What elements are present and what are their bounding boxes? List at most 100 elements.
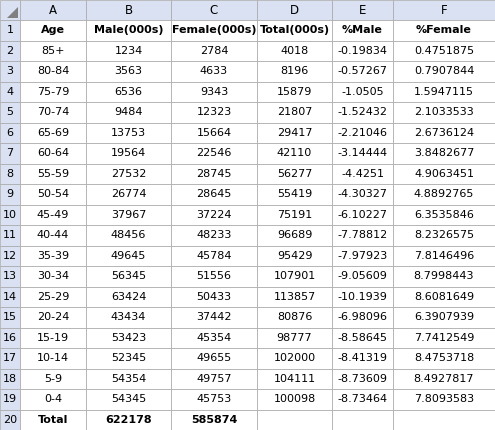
Text: -8.73464: -8.73464 (338, 394, 388, 404)
Text: 49645: 49645 (111, 251, 146, 261)
Bar (86, 20, 171, 40)
Bar (257, 328, 332, 348)
Text: -10.1939: -10.1939 (338, 292, 388, 302)
Text: 1.5947115: 1.5947115 (414, 87, 474, 97)
Bar (86, 143, 171, 163)
Text: 45354: 45354 (197, 333, 232, 343)
Text: Age: Age (41, 25, 65, 35)
Text: %Male: %Male (342, 25, 383, 35)
Bar (171, 409, 257, 430)
Text: 15879: 15879 (277, 87, 312, 97)
Bar (20, 409, 86, 430)
Bar (86, 123, 171, 143)
Text: 54345: 54345 (111, 394, 146, 404)
Text: 0.4751875: 0.4751875 (414, 46, 474, 56)
Bar (86, 205, 171, 225)
Text: 40-44: 40-44 (37, 230, 69, 240)
Text: 6536: 6536 (114, 87, 143, 97)
Bar (20, 266, 86, 286)
Text: E: E (359, 3, 366, 16)
Bar (393, 0, 495, 20)
Text: 75191: 75191 (277, 210, 312, 220)
Text: B: B (124, 3, 133, 16)
Bar (257, 20, 332, 40)
Text: 0-4: 0-4 (44, 394, 62, 404)
Bar (393, 102, 495, 123)
Text: 6: 6 (6, 128, 13, 138)
Text: 50-54: 50-54 (37, 189, 69, 199)
Text: 20: 20 (3, 415, 17, 425)
Text: 56277: 56277 (277, 169, 312, 179)
Bar (86, 409, 171, 430)
Text: 8196: 8196 (280, 66, 308, 76)
Bar (20, 307, 86, 328)
Text: 27532: 27532 (111, 169, 146, 179)
Text: %Female: %Female (416, 25, 472, 35)
Text: -0.57267: -0.57267 (338, 66, 388, 76)
Bar (393, 246, 495, 266)
Bar (86, 307, 171, 328)
Bar (257, 409, 332, 430)
Text: 28745: 28745 (196, 169, 232, 179)
Bar (20, 225, 86, 246)
Bar (171, 369, 257, 389)
Text: 4.8892765: 4.8892765 (414, 189, 474, 199)
Bar (20, 369, 86, 389)
Text: 113857: 113857 (273, 292, 316, 302)
Text: D: D (290, 3, 299, 16)
Bar (393, 143, 495, 163)
Text: -2.21046: -2.21046 (338, 128, 388, 138)
Bar (171, 61, 257, 82)
Bar (86, 40, 171, 61)
Text: C: C (210, 3, 218, 16)
Bar (257, 369, 332, 389)
Bar (171, 143, 257, 163)
Bar (0, 82, 20, 102)
Bar (257, 184, 332, 205)
Text: 100098: 100098 (273, 394, 316, 404)
Text: -9.05609: -9.05609 (338, 271, 388, 281)
Bar (20, 123, 86, 143)
Text: 80876: 80876 (277, 312, 312, 322)
Bar (86, 328, 171, 348)
Bar (332, 102, 393, 123)
Text: 55-59: 55-59 (37, 169, 69, 179)
Text: 14: 14 (3, 292, 17, 302)
Bar (257, 225, 332, 246)
Text: -8.58645: -8.58645 (338, 333, 388, 343)
Bar (0, 61, 20, 82)
Text: -1.52432: -1.52432 (338, 107, 388, 117)
Bar (393, 184, 495, 205)
Bar (86, 266, 171, 286)
Bar (171, 225, 257, 246)
Text: 43434: 43434 (111, 312, 146, 322)
Bar (257, 286, 332, 307)
Text: 6.3535846: 6.3535846 (414, 210, 474, 220)
Bar (393, 307, 495, 328)
Text: 6.3907939: 6.3907939 (414, 312, 474, 322)
Text: 55419: 55419 (277, 189, 312, 199)
Text: 2.1033533: 2.1033533 (414, 107, 474, 117)
Bar (171, 348, 257, 369)
Text: 8: 8 (6, 169, 13, 179)
Bar (0, 286, 20, 307)
Text: 8.7998443: 8.7998443 (414, 271, 474, 281)
Text: -7.97923: -7.97923 (338, 251, 388, 261)
Bar (393, 225, 495, 246)
Text: 10-14: 10-14 (37, 353, 69, 363)
Text: 107901: 107901 (273, 271, 316, 281)
Bar (86, 348, 171, 369)
Bar (86, 61, 171, 82)
Text: 17: 17 (3, 353, 17, 363)
Text: 13753: 13753 (111, 128, 146, 138)
Text: 2.6736124: 2.6736124 (414, 128, 474, 138)
Bar (20, 389, 86, 409)
Bar (332, 328, 393, 348)
Text: 20-24: 20-24 (37, 312, 69, 322)
Bar (393, 205, 495, 225)
Text: 60-64: 60-64 (37, 148, 69, 158)
Bar (171, 266, 257, 286)
Bar (257, 348, 332, 369)
Text: 37967: 37967 (111, 210, 146, 220)
Bar (86, 184, 171, 205)
